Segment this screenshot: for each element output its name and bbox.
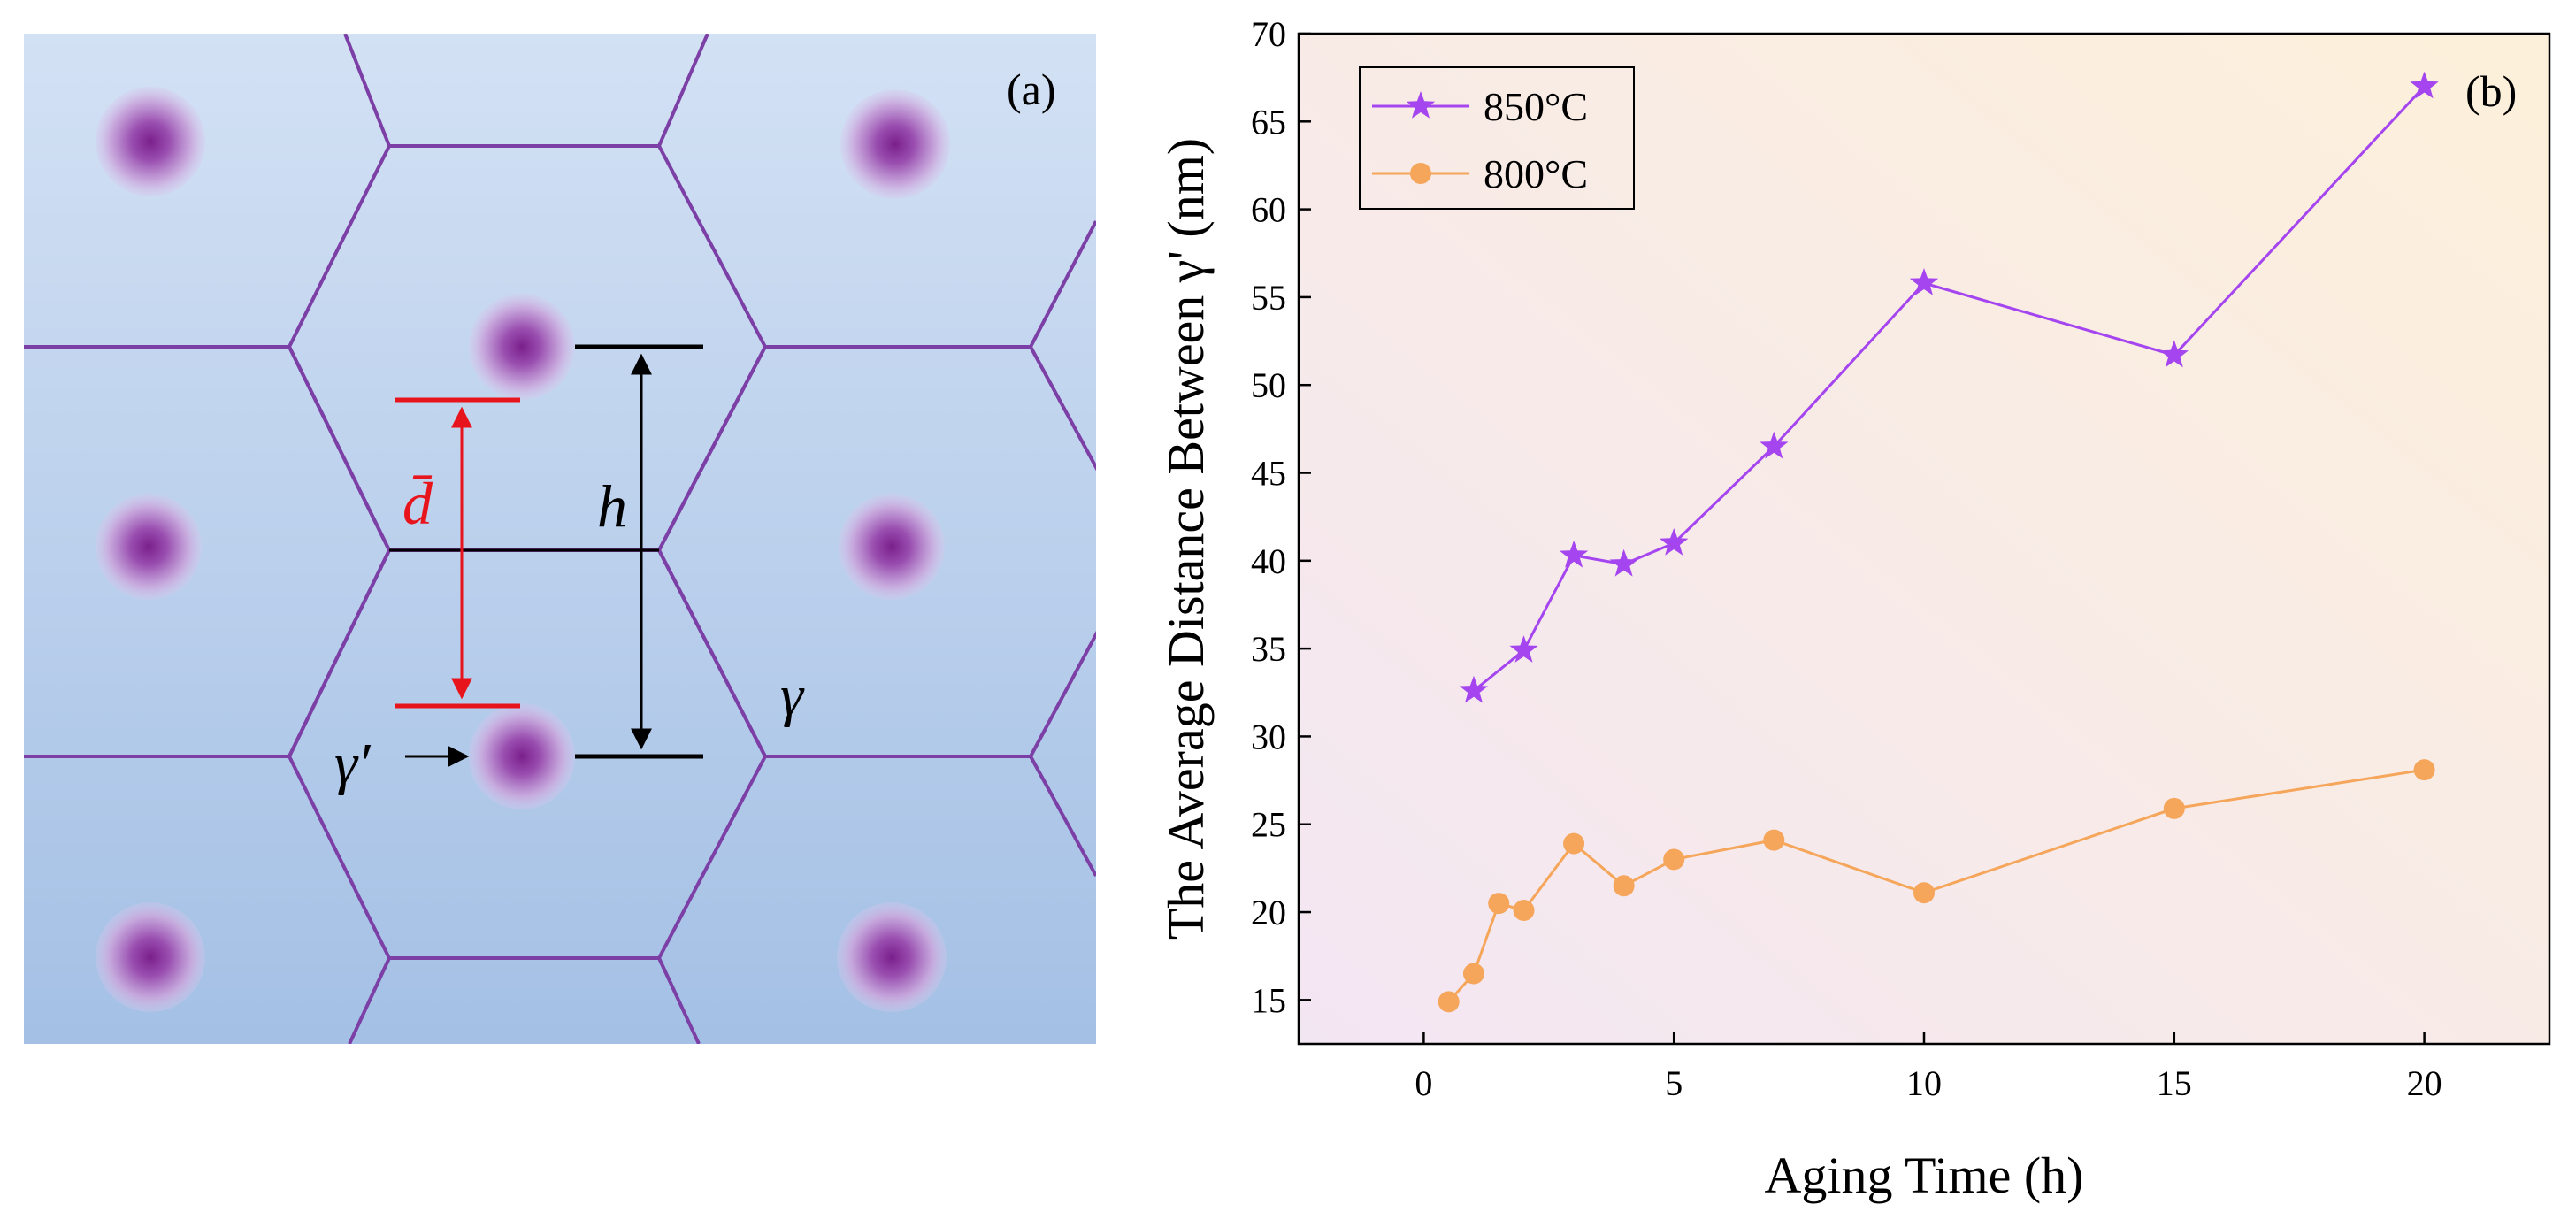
d-label: d̄ [402, 470, 433, 537]
data-point-star [1760, 431, 1789, 459]
x-tick-label: 10 [1906, 1063, 1942, 1103]
data-point-circle [1462, 963, 1484, 985]
h-measure: h [575, 344, 703, 759]
data-point-circle [1410, 163, 1431, 184]
x-axis-label: Aging Time (h) [1765, 1147, 2084, 1204]
data-point-star [1509, 635, 1538, 663]
data-point-circle [2163, 797, 2185, 819]
x-tick-label: 0 [1414, 1063, 1432, 1103]
axes: 0 5 10 15 20 15 20 25 30 35 40 45 50 55 60 65 70 [1251, 14, 2442, 1103]
data-point-star [1406, 91, 1436, 119]
data-point-star [1459, 675, 1489, 703]
data-point-star [1909, 268, 1939, 295]
data-point-star [2410, 71, 2439, 99]
data-point-circle [1438, 991, 1460, 1013]
y-tick-label: 30 [1251, 717, 1286, 756]
boundary [1029, 220, 1096, 348]
y-tick-label: 20 [1251, 893, 1286, 932]
y-tick-label: 70 [1251, 14, 1286, 54]
hexagon-right-middle [656, 345, 1096, 758]
panel-a-schematic: h d̄ γ γ′ (a) [24, 34, 1096, 1044]
data-point-circle [1663, 848, 1685, 871]
legend-box [1359, 66, 1635, 210]
precipitate [96, 494, 202, 600]
plot-frame [1297, 32, 2551, 1046]
precipitate [469, 703, 575, 809]
precipitate [96, 902, 205, 1012]
data-point-circle [1763, 829, 1785, 851]
data-point-circle [1613, 875, 1635, 897]
y-tick-label: 25 [1251, 805, 1286, 845]
gamma-label: γ [780, 664, 805, 728]
data-point-star [1609, 548, 1638, 577]
d-measure: d̄ [395, 397, 520, 709]
series-star [1459, 71, 2439, 703]
boundary [348, 957, 391, 1044]
panel-b-label: (b) [2465, 66, 2517, 116]
precipitate [96, 87, 205, 196]
series-layer [1438, 71, 2439, 1013]
data-point-circle [1563, 832, 1585, 855]
series-circle [1438, 759, 2435, 1013]
gamma-prime-label: γ′ [334, 732, 372, 796]
y-tick-label: 45 [1251, 454, 1286, 494]
boundary [343, 34, 391, 147]
y-tick-label: 50 [1251, 365, 1286, 405]
h-label: h [597, 472, 627, 540]
boundary [657, 957, 701, 1044]
x-tick-label: 5 [1665, 1063, 1683, 1103]
x-tick-label: 15 [2157, 1063, 2192, 1103]
panel-b-chart: 0 5 10 15 20 15 20 25 30 35 40 45 50 55 60 65 70 850°C 80… [1157, 14, 2551, 1204]
precipitate [840, 89, 950, 199]
plot-background [1299, 34, 2549, 1044]
y-tick-label: 40 [1251, 541, 1286, 581]
y-tick-label: 15 [1251, 980, 1286, 1020]
y-tick-label: 65 [1251, 102, 1286, 142]
data-point-circle [1513, 900, 1535, 922]
precipitate [839, 494, 945, 600]
legend: 850°C 800°C [1359, 66, 1635, 210]
boundary [657, 34, 709, 147]
panel-a-label: (a) [1007, 65, 1056, 114]
boundary [1029, 756, 1096, 877]
data-point-star [1660, 528, 1689, 556]
y-tick-label: 60 [1251, 190, 1286, 230]
precipitate [469, 294, 575, 400]
y-tick-label: 55 [1251, 278, 1286, 318]
y-tick-label: 35 [1251, 629, 1286, 669]
x-tick-label: 20 [2407, 1063, 2442, 1103]
legend-label: 800°C [1484, 151, 1588, 196]
y-axis-label: The Average Distance Between γ' (nm) [1157, 138, 1215, 940]
legend-label: 850°C [1484, 84, 1588, 129]
data-point-star [2159, 340, 2189, 368]
precipitate [837, 902, 947, 1012]
data-point-circle [2413, 759, 2435, 781]
data-point-circle [1913, 882, 1935, 904]
data-point-star [1559, 540, 1589, 568]
precipitates [96, 87, 950, 1012]
data-point-circle [1488, 893, 1510, 915]
